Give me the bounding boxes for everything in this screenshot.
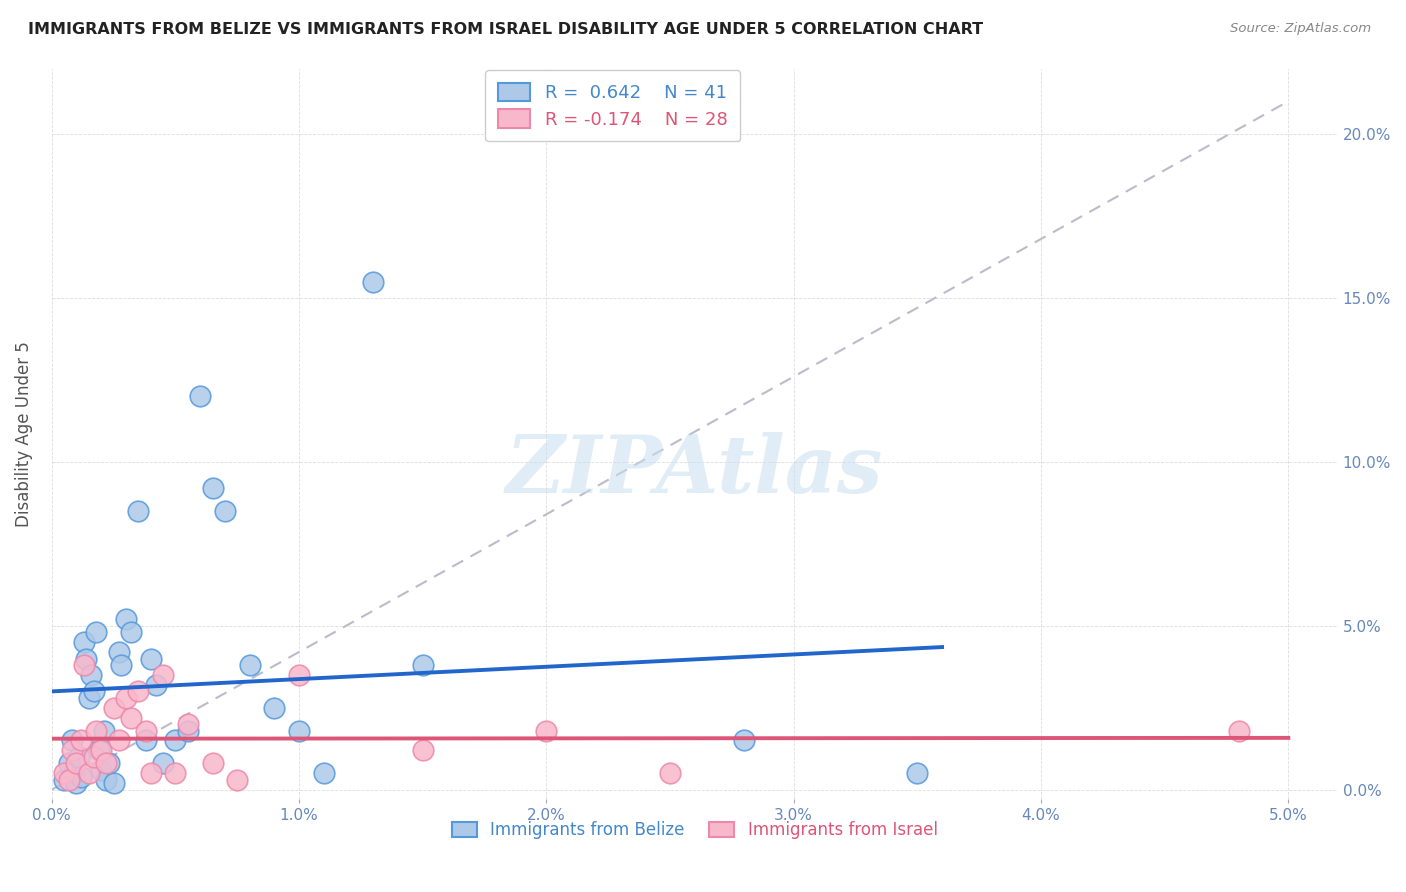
Point bbox=[536, 723, 558, 738]
Point bbox=[288, 668, 311, 682]
Point bbox=[188, 389, 211, 403]
Point bbox=[127, 684, 149, 698]
Point bbox=[83, 749, 105, 764]
Point bbox=[58, 772, 80, 787]
Point bbox=[110, 658, 132, 673]
Point bbox=[90, 763, 112, 777]
Point bbox=[65, 756, 87, 771]
Legend: R =  0.642    N = 41, R = -0.174    N = 28: R = 0.642 N = 41, R = -0.174 N = 28 bbox=[485, 70, 740, 142]
Point bbox=[103, 700, 125, 714]
Point bbox=[87, 743, 110, 757]
Point bbox=[177, 723, 200, 738]
Point bbox=[165, 766, 187, 780]
Y-axis label: Disability Age Under 5: Disability Age Under 5 bbox=[15, 341, 32, 527]
Point bbox=[120, 625, 142, 640]
Point bbox=[63, 766, 86, 780]
Point bbox=[177, 717, 200, 731]
Point bbox=[107, 733, 129, 747]
Point bbox=[361, 275, 384, 289]
Point bbox=[65, 776, 87, 790]
Point bbox=[77, 766, 100, 780]
Point bbox=[288, 723, 311, 738]
Point bbox=[53, 772, 76, 787]
Point bbox=[96, 756, 118, 771]
Point bbox=[127, 504, 149, 518]
Point bbox=[659, 766, 682, 780]
Point bbox=[214, 504, 236, 518]
Point bbox=[412, 658, 434, 673]
Point bbox=[73, 658, 96, 673]
Point bbox=[58, 756, 80, 771]
Point bbox=[165, 733, 187, 747]
Point bbox=[75, 651, 97, 665]
Point bbox=[83, 684, 105, 698]
Point bbox=[152, 756, 174, 771]
Point bbox=[80, 668, 103, 682]
Point bbox=[115, 690, 138, 705]
Point bbox=[201, 756, 224, 771]
Point bbox=[905, 766, 928, 780]
Point bbox=[135, 723, 157, 738]
Point bbox=[96, 772, 118, 787]
Point bbox=[73, 635, 96, 649]
Point bbox=[120, 710, 142, 724]
Text: ZIPAtlas: ZIPAtlas bbox=[506, 432, 883, 509]
Point bbox=[263, 700, 285, 714]
Point bbox=[239, 658, 262, 673]
Point bbox=[70, 733, 93, 747]
Point bbox=[77, 690, 100, 705]
Point bbox=[93, 723, 115, 738]
Point bbox=[84, 625, 107, 640]
Point bbox=[139, 766, 162, 780]
Text: IMMIGRANTS FROM BELIZE VS IMMIGRANTS FROM ISRAEL DISABILITY AGE UNDER 5 CORRELAT: IMMIGRANTS FROM BELIZE VS IMMIGRANTS FRO… bbox=[28, 22, 983, 37]
Point bbox=[1227, 723, 1250, 738]
Point bbox=[145, 678, 167, 692]
Point bbox=[139, 651, 162, 665]
Point bbox=[53, 766, 76, 780]
Point bbox=[107, 645, 129, 659]
Point bbox=[226, 772, 249, 787]
Point bbox=[70, 770, 93, 784]
Point bbox=[60, 743, 83, 757]
Point bbox=[90, 743, 112, 757]
Point bbox=[60, 733, 83, 747]
Point bbox=[103, 776, 125, 790]
Point bbox=[84, 723, 107, 738]
Point bbox=[115, 612, 138, 626]
Point bbox=[412, 743, 434, 757]
Point bbox=[67, 749, 90, 764]
Point bbox=[312, 766, 335, 780]
Point bbox=[97, 756, 120, 771]
Point bbox=[135, 733, 157, 747]
Point bbox=[733, 733, 755, 747]
Text: Source: ZipAtlas.com: Source: ZipAtlas.com bbox=[1230, 22, 1371, 36]
Point bbox=[152, 668, 174, 682]
Point bbox=[201, 481, 224, 495]
